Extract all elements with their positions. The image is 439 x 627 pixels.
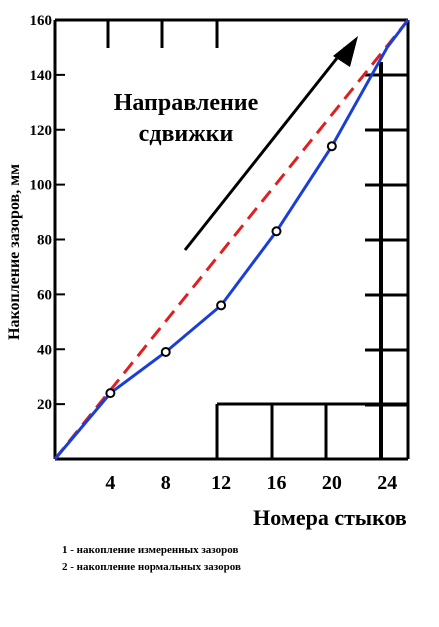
markers <box>105 141 337 399</box>
y-tick-label: 80 <box>37 233 52 249</box>
data-point-marker <box>271 226 282 237</box>
x-tick-label: 12 <box>211 472 231 494</box>
legend-item-2: 2 - накопление нормальных зазоров <box>62 561 241 573</box>
x-tick-label: 4 <box>105 472 115 494</box>
data-point-marker <box>216 300 227 311</box>
data-point-marker <box>160 346 171 357</box>
x-ticks: 4 8 12 16 20 24 <box>105 472 397 494</box>
y-axis-label: Накопление зазоров, мм <box>6 164 23 340</box>
y-tick-label: 40 <box>37 342 52 358</box>
series-normal-line <box>53 19 410 460</box>
y-tick-label: 140 <box>30 68 53 84</box>
x-tick-label: 20 <box>322 472 342 494</box>
x-tick-label: 16 <box>266 472 286 494</box>
data-point-marker <box>105 388 116 399</box>
x-axis-label: Номера стыков <box>253 505 407 530</box>
top-ticks <box>106 20 219 48</box>
annotation-line-1: Направление <box>114 90 259 116</box>
y-tick-label: 160 <box>30 13 53 29</box>
y-tick-label: 120 <box>30 123 53 139</box>
x-tick-label: 8 <box>161 472 171 494</box>
data-point-marker <box>326 141 337 152</box>
direction-arrow-icon <box>183 36 358 251</box>
series-measured-line <box>53 19 410 460</box>
legend-item-1: 1 - накопление измеренных зазоров <box>62 544 239 556</box>
y-tick-label: 100 <box>30 178 53 194</box>
annotation-line-2: сдвижки <box>139 121 234 147</box>
y-tick-label: 60 <box>37 287 52 303</box>
bottom-right-box <box>215 402 408 459</box>
x-tick-label: 24 <box>377 472 397 494</box>
y-ticks: 20 40 60 80 100 120 140 160 <box>30 13 65 413</box>
right-rail <box>365 62 408 459</box>
y-tick-label: 20 <box>37 397 52 413</box>
